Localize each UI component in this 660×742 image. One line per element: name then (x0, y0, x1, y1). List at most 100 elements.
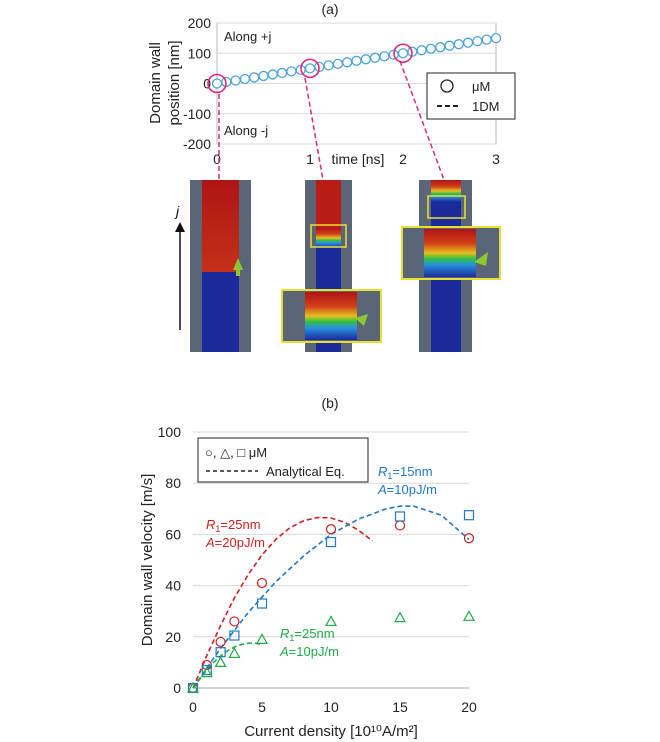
highlight-ring (207, 73, 227, 94)
plot-a-legend: μM 1DM (426, 72, 516, 120)
x-tick-label: 2 (399, 151, 407, 167)
annotation-green: R1=25nm A=10pJ/m (279, 626, 339, 659)
plot-b-xlabel: Current density [10¹⁰A/m²] (244, 723, 418, 740)
y-tick-label: -100 (183, 106, 211, 122)
data-point-green (255, 633, 269, 644)
y-tick-label: 0 (173, 680, 181, 696)
x-tick-label: 20 (461, 699, 477, 715)
data-point (490, 32, 502, 44)
svg-text:R1=15nm: R1=15nm (378, 464, 433, 481)
svg-text:A=10pJ/m: A=10pJ/m (279, 644, 339, 659)
plot-b-legend: ○, △, □ μM Analytical Eq. (197, 437, 369, 483)
snapshot-1ns (281, 180, 382, 352)
data-point (286, 66, 297, 77)
velocity-plot: 0 20 40 60 80 100 0 5 10 15 20 Domain wall velocit… (139, 424, 477, 740)
data-point (379, 51, 390, 62)
current-direction-axis: j (174, 203, 185, 330)
data-point (397, 48, 409, 59)
data-point (342, 57, 353, 68)
y-tick-label: 20 (165, 629, 181, 645)
arrow-icon (355, 314, 368, 326)
annotation-red: R1=25nm A=20pJ/m (205, 517, 265, 550)
legend-circle-marker (440, 79, 454, 93)
zoom-inset-2ns (401, 226, 501, 280)
svg-text:A=10pJ/m: A=10pJ/m (377, 482, 437, 497)
x-tick-label: 5 (258, 699, 266, 715)
plot-a-ylabel-line2: position [nm] (166, 40, 183, 125)
panel-b-label: (b) (321, 395, 338, 411)
data-point (258, 70, 269, 82)
arrow-up-icon (175, 222, 185, 232)
data-point (416, 45, 427, 56)
data-point-red (256, 577, 268, 589)
x-tick-label: 3 (492, 151, 500, 167)
zoom-inset-1ns (281, 289, 382, 343)
snapshot-0ns (190, 180, 251, 352)
plot-a-ylabel-line1: Domain wall (147, 42, 164, 124)
data-point-red (463, 533, 475, 544)
data-point-red (394, 520, 406, 531)
data-point (211, 78, 223, 89)
arrow-icon (474, 252, 488, 266)
data-point (472, 36, 483, 47)
annotation-blue: R1=15nm A=10pJ/m (377, 464, 437, 497)
data-point (239, 73, 251, 85)
data-point-red (325, 524, 337, 535)
data-point-blue (256, 598, 268, 609)
svg-text:R1=25nm: R1=25nm (206, 517, 261, 534)
data-point-green (200, 666, 213, 678)
arrow-icon (233, 258, 243, 276)
annotation-along-minus-j: Along -j (224, 123, 268, 138)
svg-text:A=20pJ/m: A=20pJ/m (205, 535, 265, 550)
y-tick-label: 100 (188, 45, 212, 61)
data-point-blue (229, 630, 240, 641)
data-point (267, 69, 278, 80)
panel-a-label: (a) (321, 1, 338, 17)
data-point (276, 67, 288, 79)
y-tick-label: 80 (165, 475, 181, 491)
highlight-ring (300, 58, 320, 79)
plot-b-ylabel: Domain wall velocity [m/s] (139, 474, 156, 647)
legend-analytical-label: Analytical Eq. (266, 464, 345, 479)
plot-a-xlabel: time [ns] (332, 151, 385, 167)
data-point-green (186, 681, 200, 693)
data-point-green (393, 611, 407, 623)
x-tick-label: 0 (189, 699, 197, 715)
legend-um-label: μM (472, 79, 490, 94)
legend-1dm-label: 1DM (472, 99, 499, 114)
data-point (425, 43, 437, 54)
data-point-green (214, 656, 227, 667)
legend-markers-label: ○, △, □ μM (205, 445, 267, 460)
x-tick-label: 10 (323, 699, 339, 715)
data-point (351, 55, 362, 66)
data-point (435, 42, 446, 53)
data-point-blue (394, 511, 406, 522)
y-tick-label: -200 (183, 136, 211, 152)
x-tick-label: 0 (213, 151, 221, 167)
zoom-box-small (427, 195, 466, 219)
y-tick-label: 60 (165, 526, 181, 542)
annotation-along-plus-j: Along +j (224, 29, 271, 44)
data-point (304, 63, 316, 74)
data-point (481, 34, 492, 45)
data-point-blue (463, 510, 475, 521)
svg-text:R1=25nm: R1=25nm (280, 626, 335, 643)
axis-j-label: j (174, 203, 180, 219)
y-tick-label: 200 (188, 15, 212, 31)
data-point-red (229, 616, 240, 627)
analytical-curve-red (192, 516, 373, 689)
y-tick-label: 100 (158, 424, 182, 440)
data-point (462, 37, 474, 48)
data-point-green (462, 610, 476, 621)
data-point-blue (201, 664, 212, 676)
data-point (249, 72, 260, 83)
data-point (230, 75, 241, 86)
x-tick-label: 15 (392, 699, 408, 715)
snapshot-2ns (401, 180, 501, 352)
data-point (369, 52, 381, 63)
snapshot-leader-lines (218, 60, 445, 181)
data-point (360, 54, 371, 65)
data-point-blue (325, 536, 337, 548)
y-tick-label: 40 (165, 578, 181, 594)
